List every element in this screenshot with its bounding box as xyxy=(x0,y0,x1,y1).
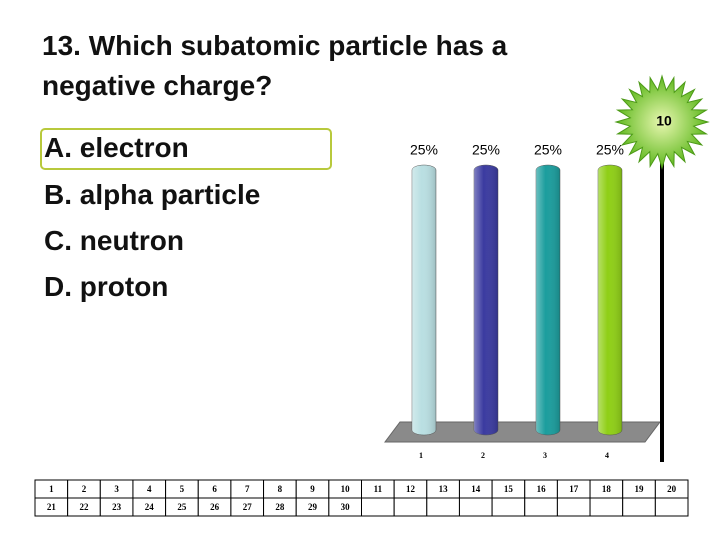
participant-number: 27 xyxy=(243,502,253,512)
grid-cell xyxy=(361,497,395,517)
grid-cell xyxy=(589,497,624,517)
option[interactable]: B. alpha particle xyxy=(44,179,261,210)
participant-number: 21 xyxy=(47,502,57,512)
participant-number: 28 xyxy=(275,502,285,512)
participant-number: 8 xyxy=(278,484,283,494)
participant-number: 1 xyxy=(49,484,54,494)
grid-cell xyxy=(458,497,493,517)
grid-cell xyxy=(426,497,460,517)
question: 13. Which subatomic particle has a negat… xyxy=(42,30,508,101)
bar-sheen xyxy=(598,165,622,435)
bar-sheen xyxy=(412,165,436,435)
participant-number: 24 xyxy=(145,502,155,512)
participant-number: 26 xyxy=(210,502,220,512)
option[interactable]: C. neutron xyxy=(44,225,184,256)
participant-number: 25 xyxy=(177,502,187,512)
timer: 10 xyxy=(656,113,672,129)
participant-number: 16 xyxy=(537,484,547,494)
option[interactable]: A. electron xyxy=(44,132,189,163)
participant-number: 7 xyxy=(245,484,250,494)
participant-number: 9 xyxy=(310,484,315,494)
grid-cell xyxy=(556,497,591,517)
participant-number: 20 xyxy=(667,484,677,494)
value-label: 25% xyxy=(596,142,624,158)
grid-cell xyxy=(393,497,428,517)
participant-number: 23 xyxy=(112,502,122,512)
bar-sheen xyxy=(474,165,498,435)
participant-number: 15 xyxy=(504,484,514,494)
participant-number: 12 xyxy=(406,484,416,494)
participant-number: 14 xyxy=(471,484,481,494)
bar-sheen xyxy=(536,165,560,435)
participant-number: 30 xyxy=(341,502,351,512)
x-tick-label: 2 xyxy=(481,451,485,460)
participant-number: 2 xyxy=(82,484,87,494)
grid-cell xyxy=(622,497,656,517)
timer-burst xyxy=(614,74,710,170)
selected-answer-box xyxy=(40,128,332,170)
grid-cell xyxy=(491,497,526,517)
participant-number: 3 xyxy=(114,484,119,494)
grid-cell xyxy=(524,497,558,517)
x-tick-label: 1 xyxy=(419,451,423,460)
participant-number: 5 xyxy=(180,484,185,494)
participant-number: 22 xyxy=(79,502,89,512)
participant-number: 11 xyxy=(374,484,383,494)
option[interactable]: D. proton xyxy=(44,271,169,302)
value-label: 25% xyxy=(472,142,500,158)
x-tick-label: 4 xyxy=(605,451,609,460)
participant-number: 6 xyxy=(212,484,217,494)
chart-floor xyxy=(384,421,661,443)
participant-number: 10 xyxy=(341,484,351,494)
participant-number: 19 xyxy=(635,484,645,494)
participant-number: 4 xyxy=(147,484,152,494)
grid-cell xyxy=(654,497,689,517)
value-label: 25% xyxy=(534,142,562,158)
participant-number: 29 xyxy=(308,502,318,512)
value-label: 25% xyxy=(410,142,438,158)
participant-number: 17 xyxy=(569,484,579,494)
participant-number: 18 xyxy=(602,484,612,494)
x-tick-label: 3 xyxy=(543,451,547,460)
participant-number: 13 xyxy=(439,484,449,494)
